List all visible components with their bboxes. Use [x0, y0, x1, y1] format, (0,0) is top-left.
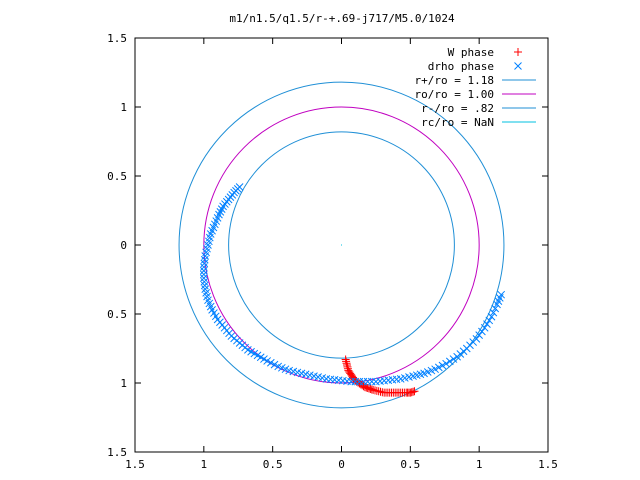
- drho-phase-point: [199, 266, 208, 275]
- data-series: [199, 183, 506, 397]
- drho-phase-point: [200, 281, 209, 290]
- circle-r-ro-1-18: [178, 81, 505, 409]
- legend-label: ro/ro = 1.00: [415, 88, 494, 101]
- y-tick-label: 1.5: [107, 32, 127, 45]
- y-tick-label: 1.5: [107, 446, 127, 459]
- drho-phase-point: [442, 359, 450, 368]
- legend-label: W phase: [448, 46, 494, 59]
- y-tick-label: 0: [120, 239, 127, 252]
- center-point: [341, 244, 342, 246]
- drho-phase-point: [199, 263, 208, 271]
- drho-phase-point: [478, 327, 486, 336]
- drho-phase-point: [489, 308, 498, 317]
- legend-label: r-/ro = .82: [421, 102, 494, 115]
- drho-phase-point: [475, 331, 484, 340]
- x-tick-label: 0.5: [263, 458, 283, 471]
- drho-phase-point: [480, 323, 489, 332]
- drho-phase-point: [199, 274, 208, 282]
- drho-phase-point: [472, 334, 481, 343]
- drho-phase-point: [266, 358, 275, 367]
- legend-marker-plus: [514, 48, 522, 56]
- y-tick-label: 1: [120, 101, 127, 114]
- circle-r-ro-82: [228, 131, 455, 359]
- x-tick-label: 1.5: [538, 458, 558, 471]
- drho-phase-point: [485, 316, 494, 325]
- x-tick-label: 1.5: [125, 458, 145, 471]
- x-tick-label: 0.5: [400, 458, 420, 471]
- series-drho-phase: [199, 183, 506, 386]
- drho-phase-point: [434, 363, 443, 372]
- drho-phase-point: [263, 357, 272, 365]
- drho-phase-point: [199, 270, 208, 279]
- drho-phase-point: [487, 312, 496, 321]
- x-tick-label: 0: [338, 458, 345, 471]
- y-tick-label: 0.5: [107, 170, 127, 183]
- drho-phase-point: [449, 355, 458, 363]
- legend-marker-cross: [514, 62, 522, 70]
- legend-label: drho phase: [428, 60, 494, 73]
- drho-phase-point: [431, 365, 439, 374]
- drho-phase-point: [491, 304, 500, 313]
- x-axis: 1.5 1 0.5 0 0.5 1 1.5: [125, 38, 558, 471]
- drho-phase-point: [200, 277, 209, 286]
- drho-phase-point: [270, 360, 279, 369]
- w-phase-point: [410, 387, 419, 396]
- drho-phase-point: [438, 361, 447, 370]
- drho-phase-point: [483, 320, 491, 328]
- x-tick-label: 1: [201, 458, 208, 471]
- y-tick-label: 0.5: [107, 308, 127, 321]
- circle-lines: [178, 81, 505, 409]
- chart-title: m1/n1.5/q1.5/r-+.69-j717/M5.0/1024: [229, 12, 455, 25]
- legend-label: r+/ro = 1.18: [415, 74, 494, 87]
- x-tick-label: 1: [476, 458, 483, 471]
- y-axis: 1.5 1 0.5 0 0.5 1 1.5: [107, 32, 548, 459]
- legend-label: rc/ro = NaN: [421, 116, 494, 129]
- y-tick-label: 1: [120, 377, 127, 390]
- drho-phase-point: [445, 357, 454, 366]
- drho-phase-point: [497, 290, 506, 299]
